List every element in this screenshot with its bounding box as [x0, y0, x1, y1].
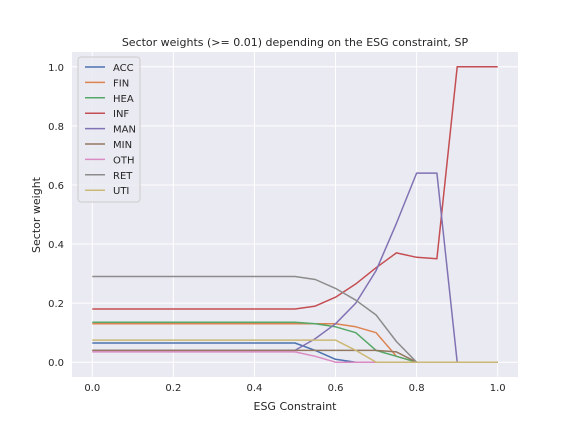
legend-label: FIN: [113, 78, 129, 89]
series-line-inf: [92, 66, 498, 310]
legend-item-acc: ACC: [85, 63, 134, 74]
x-tick-label: 0.0: [84, 383, 100, 394]
legend-box: [77, 56, 141, 203]
legend-item-uti: UTI: [85, 186, 129, 197]
y-tick-label: 0.6: [48, 181, 64, 192]
legend-item-hea: HEA: [85, 94, 134, 105]
legend-item-inf: INF: [85, 109, 129, 120]
x-axis-label: ESG Constraint: [254, 400, 338, 413]
legend-label: ACC: [113, 63, 134, 74]
x-tick-label: 0.6: [328, 383, 344, 394]
legend-item-ret: RET: [85, 171, 133, 182]
y-tick-label: 0.4: [48, 240, 64, 251]
x-tick-label: 1.0: [490, 383, 506, 394]
legend-label: HEA: [113, 94, 134, 105]
legend-item-fin: FIN: [85, 78, 129, 89]
y-tick-label: 1.0: [48, 63, 64, 74]
legend-item-min: MIN: [85, 140, 132, 151]
legend: ACC FIN HEA INF MAN MIN OTH RET UTI: [77, 56, 141, 203]
legend-item-oth: OTH: [85, 155, 135, 166]
x-axis-ticks: 0.0 0.2 0.4 0.6 0.8 1.0: [84, 383, 505, 394]
legend-label: OTH: [113, 155, 135, 166]
chart-title: Sector weights (>= 0.01) depending on th…: [122, 36, 469, 49]
x-tick-label: 0.4: [247, 383, 263, 394]
legend-label: MAN: [113, 125, 136, 136]
legend-label: UTI: [113, 186, 129, 197]
x-tick-label: 0.8: [409, 383, 425, 394]
legend-label: RET: [113, 171, 133, 182]
y-axis-label: Sector weight: [30, 176, 43, 253]
y-tick-label: 0.2: [48, 299, 64, 310]
legend-label: MIN: [113, 140, 132, 151]
series-line-uti: [92, 339, 498, 363]
y-axis-ticks: 0.0 0.2 0.4 0.6 0.8 1.0: [48, 63, 64, 369]
y-tick-label: 0.0: [48, 358, 64, 369]
legend-label: INF: [113, 109, 129, 120]
y-tick-label: 0.8: [48, 122, 64, 133]
series-lines: [92, 66, 498, 363]
x-tick-label: 0.2: [165, 383, 181, 394]
legend-item-man: MAN: [85, 125, 136, 136]
